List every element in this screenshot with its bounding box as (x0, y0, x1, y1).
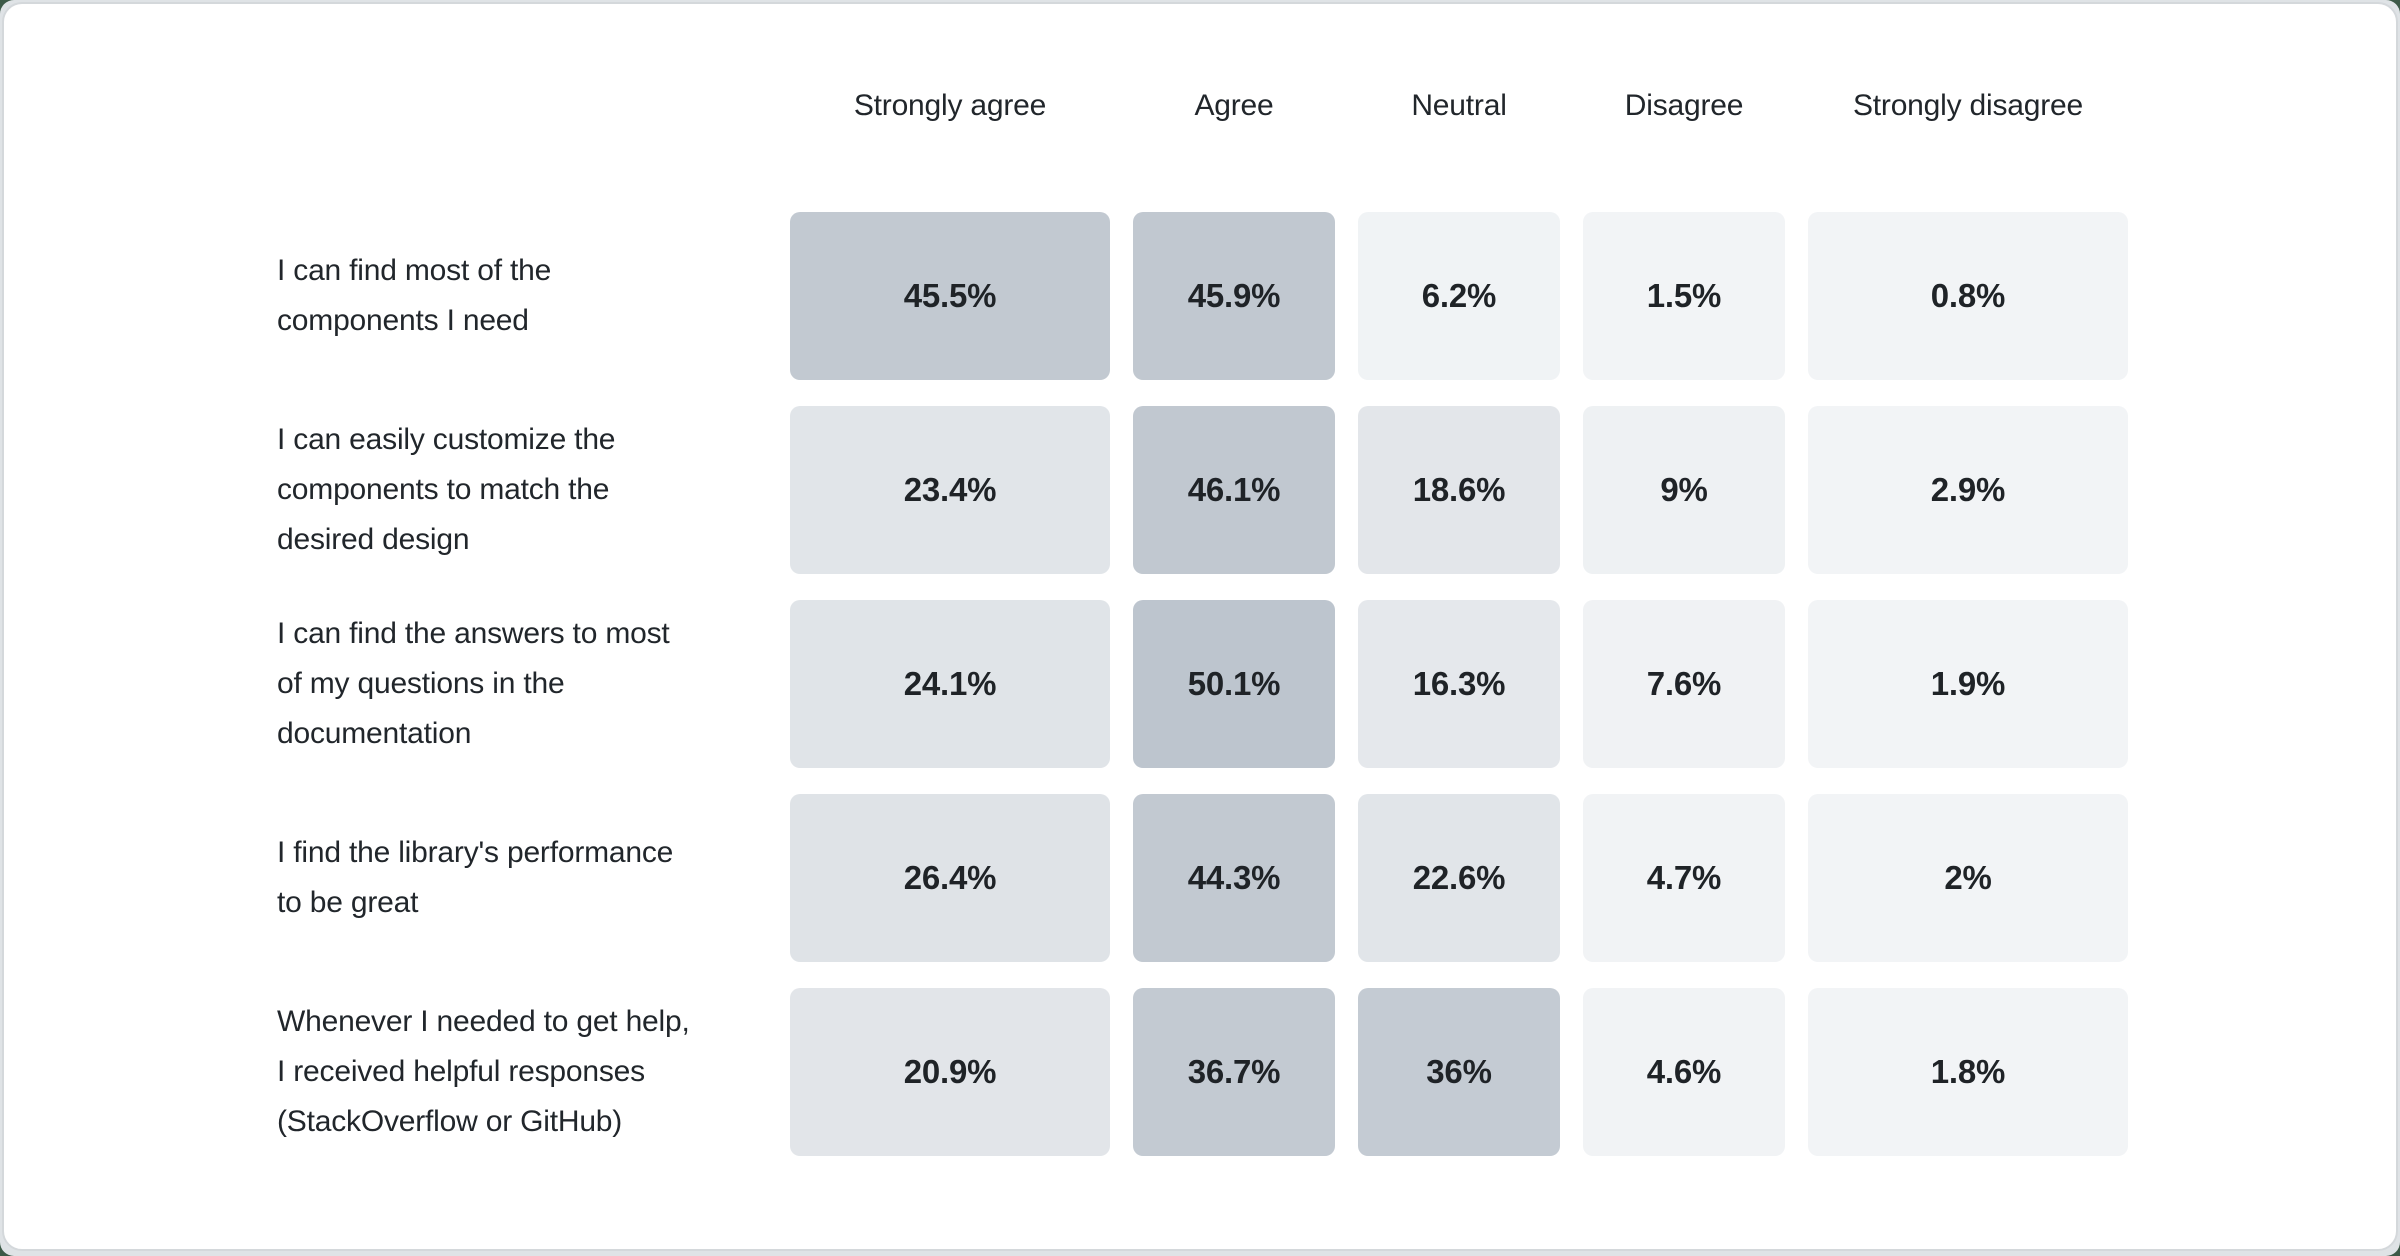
heat-cell: 23.4% (790, 406, 1110, 574)
heat-cell: 45.9% (1133, 212, 1335, 380)
heat-cell: 7.6% (1583, 600, 1785, 768)
heat-cell: 50.1% (1133, 600, 1335, 768)
heat-cell: 1.5% (1583, 212, 1785, 380)
heat-cell: 20.9% (790, 988, 1110, 1156)
heat-cell: 18.6% (1358, 406, 1560, 574)
likert-heatmap: Strongly agree Agree Neutral Disagree St… (277, 80, 2128, 1156)
row-label: Whenever I needed to get help, I receive… (277, 1005, 690, 1138)
row-label: I find the library's performance to be g… (277, 836, 674, 919)
column-header-strongly-disagree: Strongly disagree (1852, 89, 2084, 122)
column-header-neutral: Neutral (1411, 89, 1507, 122)
heat-cell: 36% (1358, 988, 1560, 1156)
row-label: I can easily customize the components to… (277, 423, 616, 556)
heat-cell: 26.4% (790, 794, 1110, 962)
heat-cell: 16.3% (1358, 600, 1560, 768)
heat-cell: 2% (1808, 794, 2128, 962)
heat-cell: 1.9% (1808, 600, 2128, 768)
heat-cell: 24.1% (790, 600, 1110, 768)
heat-cell: 45.5% (790, 212, 1110, 380)
heat-cell: 2.9% (1808, 406, 2128, 574)
heat-cell: 22.6% (1358, 794, 1560, 962)
column-header-strongly-agree: Strongly agree (853, 89, 1047, 122)
row-label: I can find most of the components I need (277, 254, 552, 337)
heat-cell: 4.6% (1583, 988, 1785, 1156)
heat-cell: 44.3% (1133, 794, 1335, 962)
header-spacer (277, 80, 767, 132)
heat-cell: 1.8% (1808, 988, 2128, 1156)
row-label: I can find the answers to most of my que… (277, 617, 670, 750)
column-header-agree: Agree (1194, 89, 1274, 122)
heatmap-body: I can find most of the components I need… (277, 212, 2128, 1156)
heatmap-header-row: Strongly agree Agree Neutral Disagree St… (277, 80, 2128, 132)
heat-cell: 4.7% (1583, 794, 1785, 962)
heat-cell: 46.1% (1133, 406, 1335, 574)
column-header-disagree: Disagree (1624, 89, 1744, 122)
heat-cell: 6.2% (1358, 212, 1560, 380)
heat-cell: 36.7% (1133, 988, 1335, 1156)
heat-cell: 9% (1583, 406, 1785, 574)
heat-cell: 0.8% (1808, 212, 2128, 380)
